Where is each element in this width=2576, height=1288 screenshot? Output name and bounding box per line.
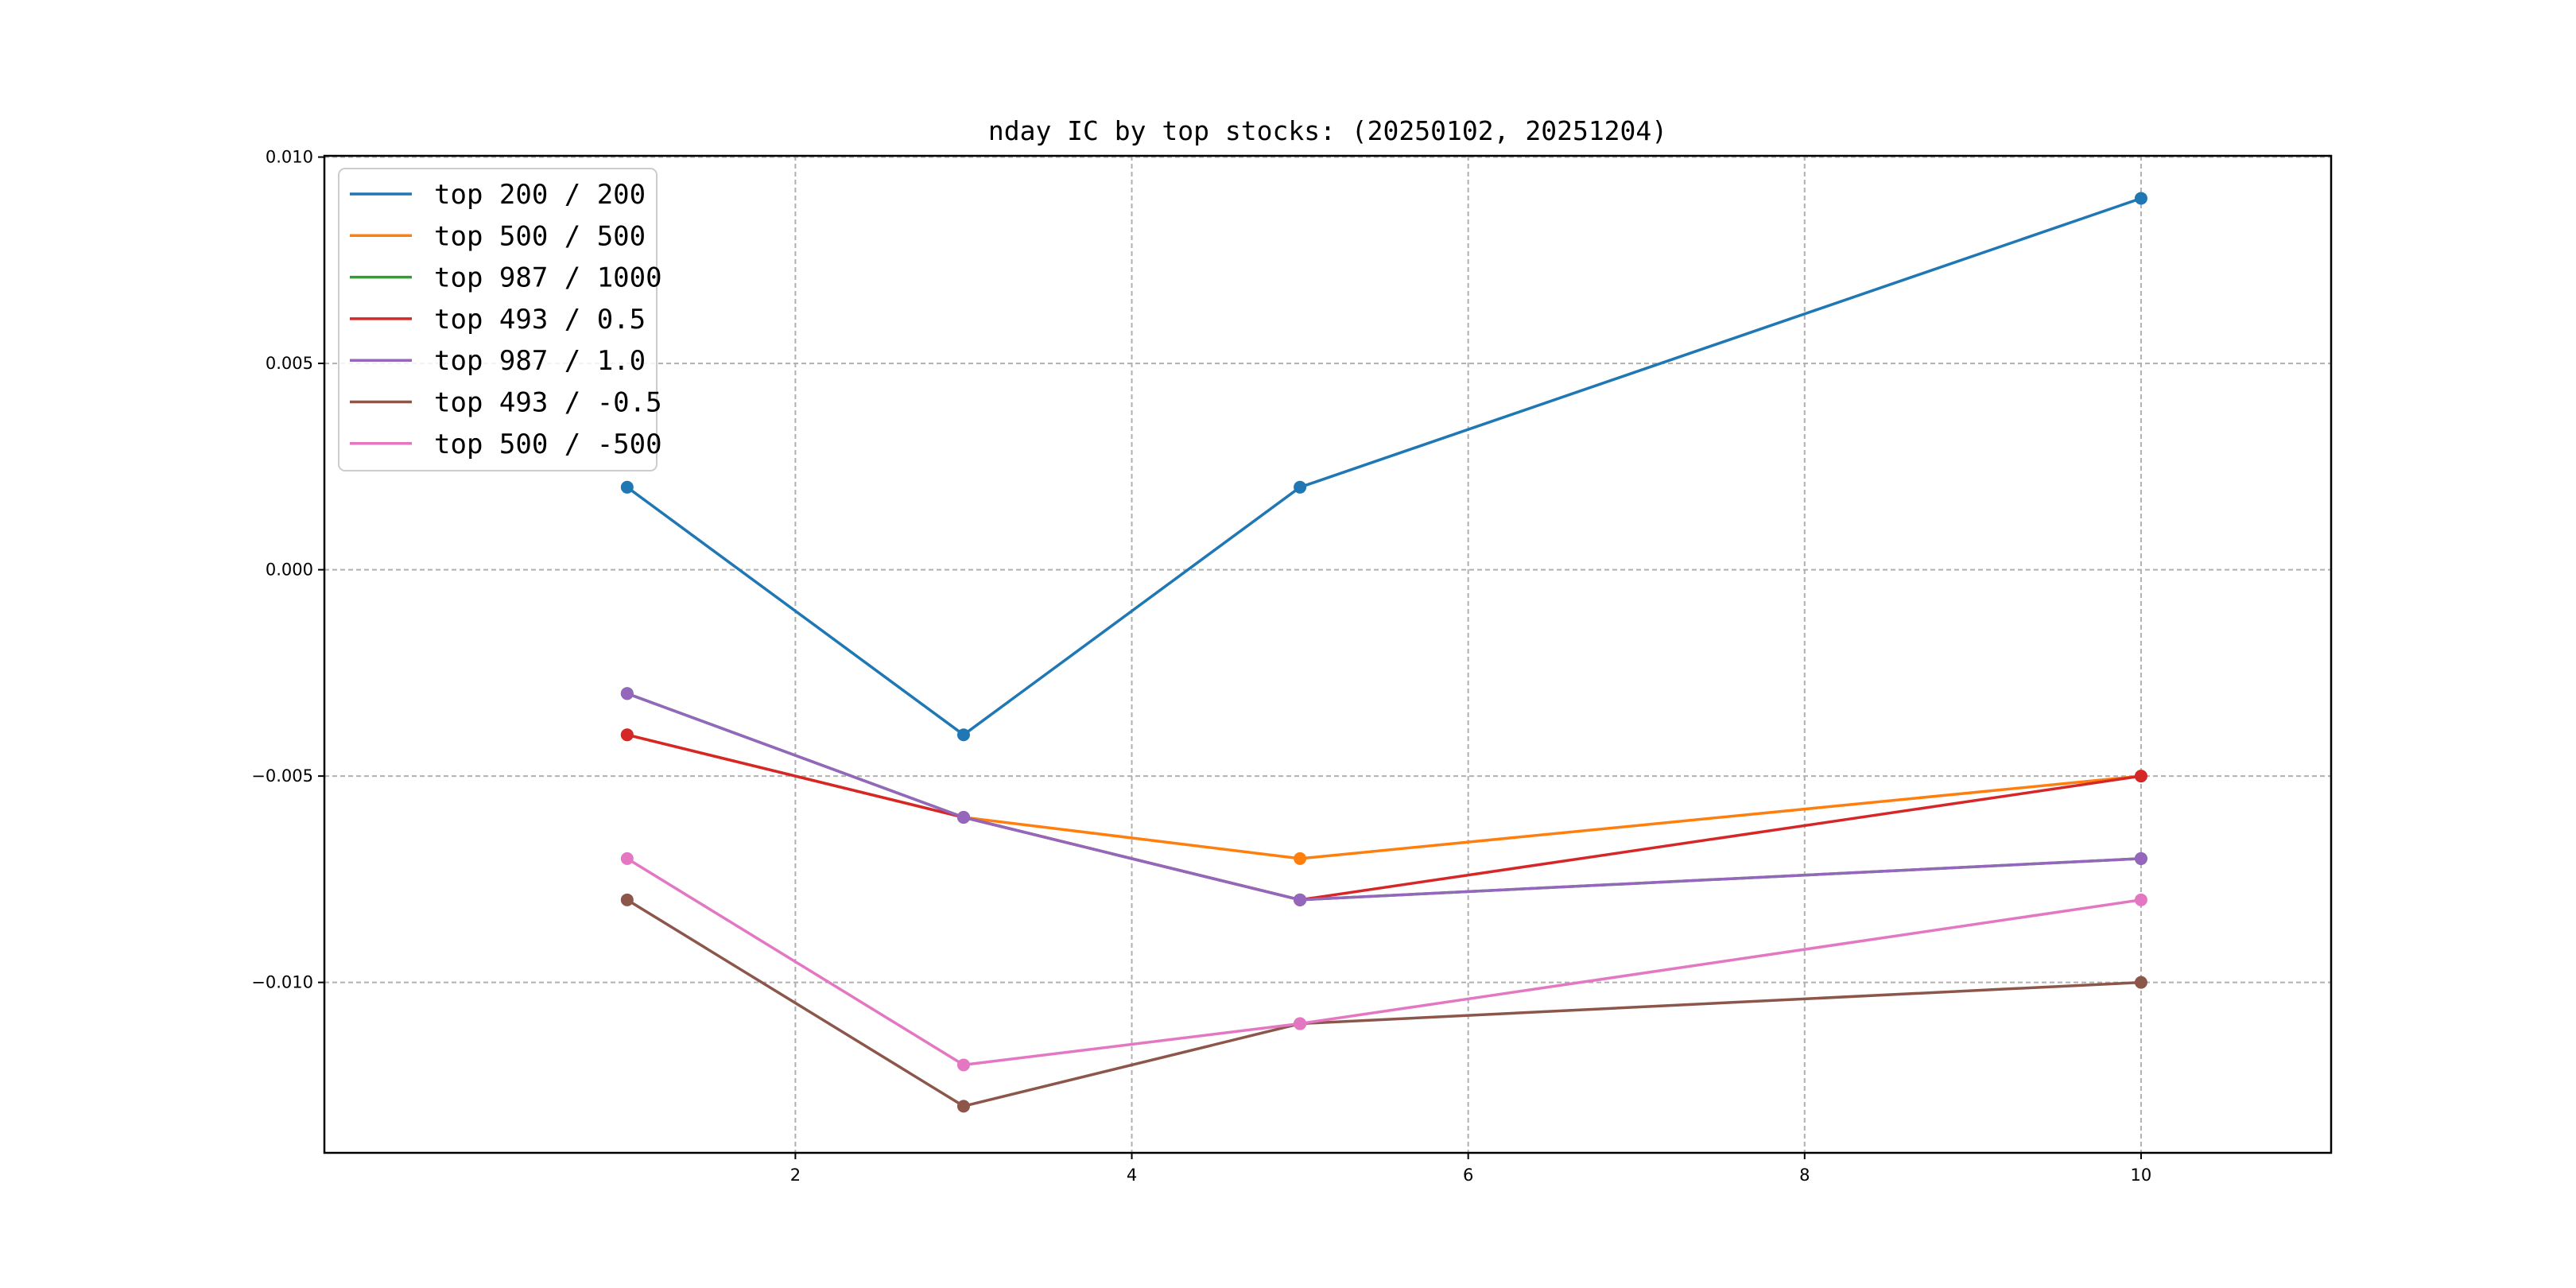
legend-label: top 493 / -0.5 bbox=[434, 387, 662, 419]
legend: top 200 / 200 top 500 / 500 top 987 / 1000… bbox=[338, 168, 662, 471]
series-5 bbox=[620, 687, 2147, 906]
y-tick-label: 0.000 bbox=[266, 561, 313, 580]
data-point bbox=[620, 728, 634, 742]
legend-box bbox=[338, 168, 658, 471]
legend-label: top 200 / 200 bbox=[434, 179, 646, 211]
y-tick-label: −0.005 bbox=[251, 766, 313, 786]
legend-item: top 987 / 1.0 bbox=[350, 345, 646, 377]
data-point bbox=[620, 852, 634, 865]
legend-item: top 493 / -0.5 bbox=[350, 387, 662, 419]
plot-frame bbox=[323, 154, 2333, 1154]
data-point bbox=[1294, 1017, 1307, 1030]
legend-item: top 200 / 200 bbox=[350, 179, 646, 211]
series-line bbox=[627, 733, 2142, 860]
data-point bbox=[1294, 852, 1307, 865]
grid-layer bbox=[324, 156, 2331, 1153]
data-point bbox=[1294, 480, 1307, 494]
data-point bbox=[2134, 976, 2147, 989]
x-tick-label: 6 bbox=[1463, 1166, 1473, 1185]
series-line bbox=[627, 692, 2141, 902]
data-point bbox=[2134, 192, 2147, 205]
chart-title: nday IC by top stocks: (20250102, 202512… bbox=[988, 115, 1667, 146]
data-point bbox=[2134, 852, 2147, 865]
tick-layer: 2 4 6 8 10 0.010 0.005 0.000 −0.005 −0.010 bbox=[251, 148, 2151, 1185]
data-point bbox=[2134, 770, 2147, 783]
x-tick-label: 4 bbox=[1127, 1166, 1137, 1185]
data-point bbox=[620, 893, 634, 906]
data-point bbox=[620, 480, 634, 494]
x-tick-label: 10 bbox=[2131, 1166, 2152, 1185]
series-line bbox=[626, 898, 2141, 1108]
series-line bbox=[626, 857, 2142, 1067]
data-point bbox=[2134, 893, 2147, 906]
legend-item: top 987 / 1000 bbox=[350, 262, 662, 294]
data-point bbox=[956, 811, 970, 824]
series-4 bbox=[620, 728, 2147, 906]
data-point bbox=[956, 1100, 970, 1113]
legend-item: top 493 / 0.5 bbox=[350, 304, 646, 336]
series-line bbox=[627, 733, 2142, 902]
series-layer bbox=[620, 192, 2147, 1113]
data-point bbox=[1294, 893, 1307, 906]
legend-item: top 500 / -500 bbox=[350, 429, 662, 460]
x-tick-label: 2 bbox=[790, 1166, 801, 1185]
data-point bbox=[956, 728, 970, 742]
x-tick-label: 8 bbox=[1799, 1166, 1810, 1185]
legend-label: top 500 / -500 bbox=[434, 429, 662, 460]
series-2 bbox=[620, 728, 2147, 865]
legend-label: top 987 / 1.0 bbox=[434, 345, 646, 377]
series-line bbox=[626, 196, 2142, 736]
y-tick-label: −0.010 bbox=[251, 973, 313, 992]
series-1 bbox=[620, 192, 2147, 742]
y-tick-label: 0.005 bbox=[266, 354, 313, 373]
series-6 bbox=[620, 893, 2147, 1113]
legend-label: top 500 / 500 bbox=[434, 220, 646, 252]
legend-label: top 987 / 1000 bbox=[434, 262, 662, 294]
y-tick-label: 0.010 bbox=[266, 148, 313, 167]
data-point bbox=[956, 1058, 970, 1072]
legend-item: top 500 / 500 bbox=[350, 220, 646, 252]
series-7 bbox=[620, 852, 2147, 1072]
legend-label: top 493 / 0.5 bbox=[434, 304, 646, 336]
data-point bbox=[620, 687, 634, 700]
